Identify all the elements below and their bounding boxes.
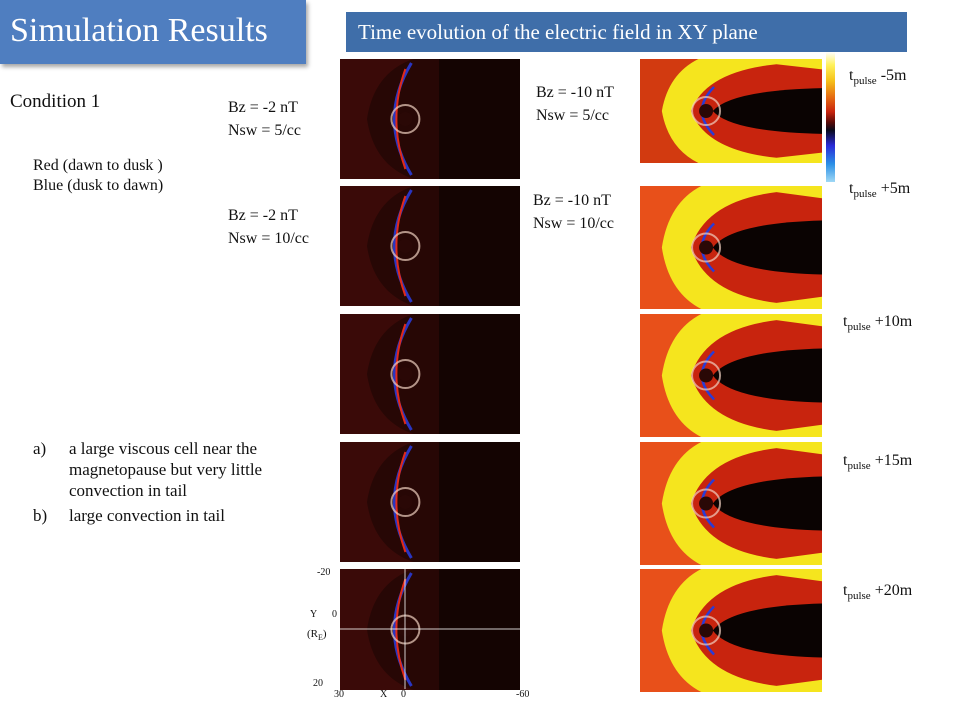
time-label-2: tpulse +5m: [849, 180, 910, 200]
time-suffix: -5m: [876, 67, 907, 84]
time-base: t: [843, 313, 848, 330]
panel-weak-bz-5: [340, 569, 520, 690]
nsw-value: Nsw = 5/cc: [228, 122, 302, 139]
time-label-5: tpulse +20m: [843, 582, 912, 602]
bz-value: Bz = -2 nT: [228, 99, 298, 116]
y-tick: 0: [332, 609, 337, 620]
time-suffix: +5m: [876, 180, 911, 197]
y-axis-label: Y: [310, 609, 318, 620]
bz-value: Bz = -10 nT: [533, 192, 611, 209]
notes-list: a) a large viscous cell near the magneto…: [33, 438, 305, 526]
note-item: a) a large viscous cell near the magneto…: [33, 438, 305, 501]
slide-title: Simulation Results: [10, 12, 268, 49]
legend-blue: Blue (dusk to dawn): [33, 177, 164, 194]
slide-subtitle: Time evolution of the electric field in …: [358, 20, 758, 44]
time-label-1: tpulse -5m: [849, 67, 906, 87]
x-axis-label: X: [380, 689, 388, 700]
time-base: t: [849, 180, 854, 197]
time-base: t: [843, 582, 848, 599]
time-sub: pulse: [847, 321, 871, 334]
note-text: a large viscous cell near the magnetopau…: [69, 439, 263, 500]
time-label-4: tpulse +15m: [843, 452, 912, 472]
panel-weak-bz-4: [340, 442, 520, 562]
bz-value: Bz = -2 nT: [228, 207, 298, 224]
time-base: t: [849, 67, 854, 84]
panel-strong-bz-2: [640, 186, 822, 309]
panel-strong-bz-1: [640, 59, 822, 163]
panel-strong-bz-3: [640, 314, 822, 437]
colorbar: [826, 52, 835, 182]
nsw-value: Nsw = 5/cc: [536, 107, 610, 124]
note-item: b) large convection in tail: [33, 505, 305, 526]
condition-label: Condition 1: [10, 91, 101, 112]
time-sub: pulse: [853, 75, 877, 88]
panel-strong-bz-5: [640, 569, 822, 692]
x-tick: -60: [516, 689, 530, 700]
right-label-1: Bz = -10 nT Nsw = 5/cc: [536, 83, 614, 126]
time-suffix: +15m: [870, 452, 913, 469]
legend-text: Red (dawn to dusk ) Blue (dusk to dawn): [33, 156, 163, 196]
time-suffix: +10m: [870, 313, 913, 330]
left-label-2: Bz = -2 nT Nsw = 10/cc: [228, 206, 309, 249]
y-unit: (R: [307, 628, 318, 640]
panel-weak-bz-3: [340, 314, 520, 434]
note-marker: a): [33, 439, 47, 458]
y-unit-label: (RE): [307, 628, 327, 642]
time-suffix: +20m: [870, 582, 913, 599]
panel-weak-bz-1: [340, 59, 520, 179]
slide-title-box: Simulation Results: [0, 0, 306, 64]
x-tick: 30: [334, 689, 344, 700]
nsw-value: Nsw = 10/cc: [228, 230, 310, 247]
right-label-2: Bz = -10 nT Nsw = 10/cc: [533, 191, 614, 234]
time-base: t: [843, 452, 848, 469]
subtitle-box: Time evolution of the electric field in …: [346, 12, 907, 52]
note-marker: b): [33, 506, 48, 525]
y-unit-close: ): [322, 628, 327, 640]
legend-red: Red (dawn to dusk ): [33, 157, 163, 174]
x-tick: 0: [401, 689, 406, 700]
time-sub: pulse: [847, 460, 871, 473]
time-label-3: tpulse +10m: [843, 313, 912, 333]
y-unit-sub: E: [318, 633, 323, 643]
time-sub: pulse: [847, 590, 871, 603]
panel-strong-bz-4: [640, 442, 822, 565]
nsw-value: Nsw = 10/cc: [533, 215, 615, 232]
bz-value: Bz = -10 nT: [536, 84, 614, 101]
time-sub: pulse: [853, 188, 877, 201]
note-text: large convection in tail: [69, 506, 225, 525]
left-label-1: Bz = -2 nT Nsw = 5/cc: [228, 98, 301, 141]
y-tick: -20: [317, 567, 331, 578]
panel-weak-bz-2: [340, 186, 520, 306]
y-tick: 20: [313, 678, 323, 689]
